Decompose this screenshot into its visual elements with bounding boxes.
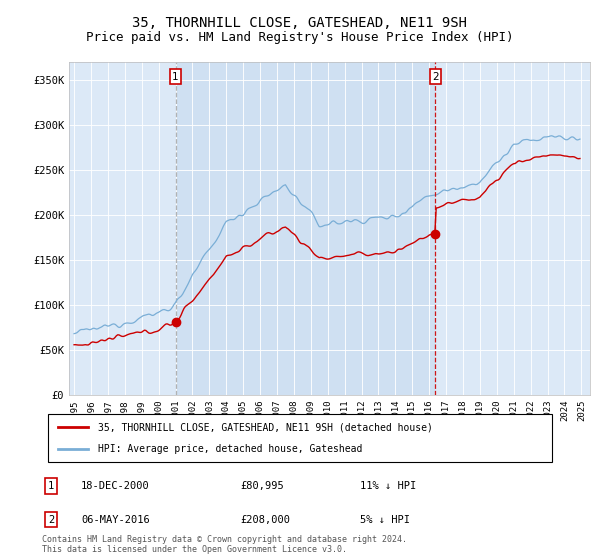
Text: 1: 1 bbox=[172, 72, 179, 82]
Text: Price paid vs. HM Land Registry's House Price Index (HPI): Price paid vs. HM Land Registry's House … bbox=[86, 31, 514, 44]
FancyBboxPatch shape bbox=[48, 414, 552, 462]
Text: £208,000: £208,000 bbox=[240, 515, 290, 525]
Bar bbox=[176, 62, 436, 395]
Text: 35, THORNHILL CLOSE, GATESHEAD, NE11 9SH (detached house): 35, THORNHILL CLOSE, GATESHEAD, NE11 9SH… bbox=[98, 422, 433, 432]
Text: 06-MAY-2016: 06-MAY-2016 bbox=[81, 515, 150, 525]
Text: 35, THORNHILL CLOSE, GATESHEAD, NE11 9SH: 35, THORNHILL CLOSE, GATESHEAD, NE11 9SH bbox=[133, 16, 467, 30]
Text: £80,995: £80,995 bbox=[240, 481, 284, 491]
Text: 11% ↓ HPI: 11% ↓ HPI bbox=[360, 481, 416, 491]
Text: 1: 1 bbox=[48, 481, 54, 491]
Text: HPI: Average price, detached house, Gateshead: HPI: Average price, detached house, Gate… bbox=[98, 444, 363, 454]
Text: 2: 2 bbox=[432, 72, 439, 82]
Text: 18-DEC-2000: 18-DEC-2000 bbox=[81, 481, 150, 491]
Text: 5% ↓ HPI: 5% ↓ HPI bbox=[360, 515, 410, 525]
Text: Contains HM Land Registry data © Crown copyright and database right 2024.
This d: Contains HM Land Registry data © Crown c… bbox=[42, 535, 407, 554]
Text: 2: 2 bbox=[48, 515, 54, 525]
